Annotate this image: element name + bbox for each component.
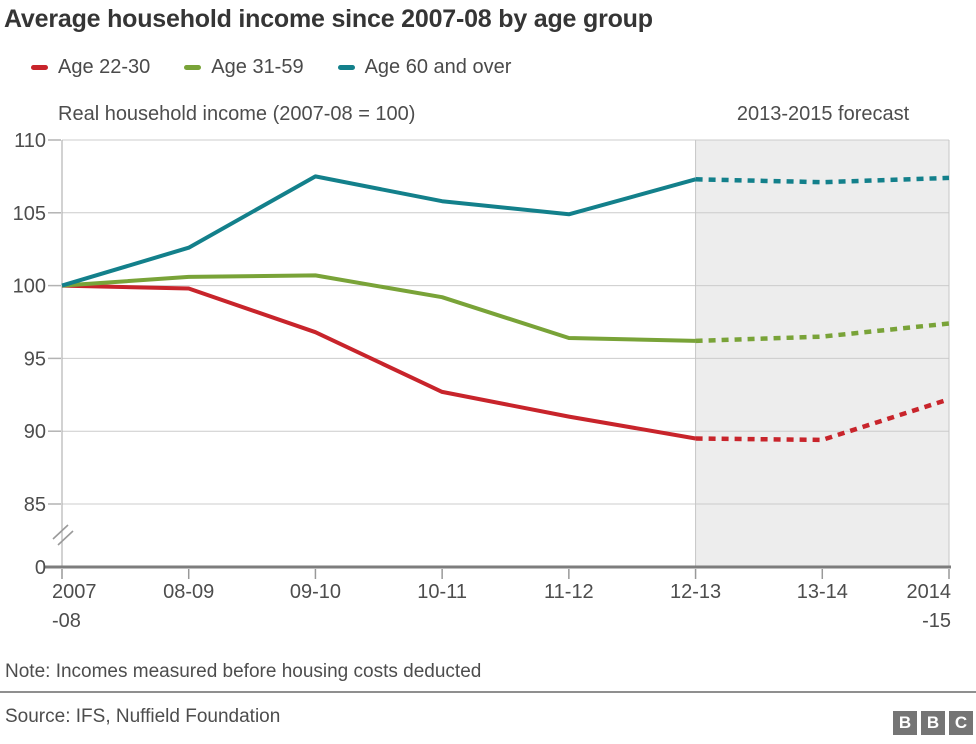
y-axis-caption: Real household income (2007-08 = 100)	[58, 103, 416, 125]
series-forecast-line-age-31-59	[695, 321, 950, 344]
legend-item-age-31-59: Age 31-59	[184, 56, 304, 79]
x-tick-label: 12-13	[670, 581, 721, 603]
legend-item-age-60-and-over: Age 60 and over	[337, 56, 512, 79]
source-row: Source: IFS, Nuffield Foundation B B C	[0, 702, 976, 742]
y-tick-label: 105	[13, 203, 46, 225]
axis-break-icon	[57, 530, 74, 546]
series-forecast-line-age-22-30	[695, 397, 950, 443]
x-tick-label: 2007	[52, 581, 97, 603]
x-tick-label: 2014	[907, 581, 952, 603]
series-line-age-31-59	[61, 273, 696, 343]
series-line-age-60-and-over	[61, 174, 697, 288]
series-line-age-22-30	[61, 283, 696, 441]
caption-row: Real household income (2007-08 = 100) 20…	[0, 103, 976, 129]
legend-label: Age 60 and over	[364, 56, 512, 78]
axis-break-icon	[52, 524, 69, 540]
legend-swatch-age-60-and-over-icon	[337, 65, 355, 70]
x-tick-label: 13-14	[797, 581, 848, 603]
legend-swatch-age-22-30-icon	[31, 65, 48, 70]
bbc-logo-block: B	[893, 711, 917, 735]
divider	[0, 691, 976, 693]
legend-swatch-age-31-59-icon	[184, 65, 202, 70]
legend-label: Age 31-59	[211, 56, 304, 78]
x-tick-label: 09-10	[290, 581, 341, 603]
source-text: Source: IFS, Nuffield Foundation	[5, 706, 281, 727]
note-text: Note: Incomes measured before housing co…	[5, 661, 482, 682]
bbc-logo-block: B	[921, 711, 945, 735]
x-tick-label: -15	[922, 610, 951, 632]
legend: Age 22-30 Age 31-59 Age 60 and over	[31, 56, 511, 79]
line-chart: 110 105 100 95 90 85 0 2007 -08 08-09 09-10 10-11 11…	[13, 130, 952, 632]
legend-label: Age 22-30	[58, 56, 151, 78]
x-tick-label: -08	[52, 610, 81, 632]
y-tick-label: 110	[14, 130, 46, 152]
series-forecast-line-age-60-and-over	[695, 175, 950, 185]
y-tick-label: 100	[13, 276, 46, 298]
y-tick-label: 85	[24, 494, 46, 516]
y-tick-label: 90	[24, 421, 46, 443]
legend-item-age-22-30: Age 22-30	[31, 56, 150, 79]
forecast-region	[695, 140, 949, 567]
forecast-caption: 2013-2015 forecast	[736, 103, 910, 125]
x-tick-label: 08-09	[163, 581, 214, 603]
bbc-logo-block: C	[949, 711, 973, 735]
x-tick-label: 11-12	[544, 581, 594, 603]
x-tick-label: 10-11	[417, 581, 467, 603]
chart-title: Average household income since 2007-08 b…	[4, 5, 653, 33]
y-tick-label: 95	[24, 348, 46, 370]
bbc-logo: B B C	[893, 711, 973, 735]
y-tick-label: 0	[35, 557, 46, 579]
